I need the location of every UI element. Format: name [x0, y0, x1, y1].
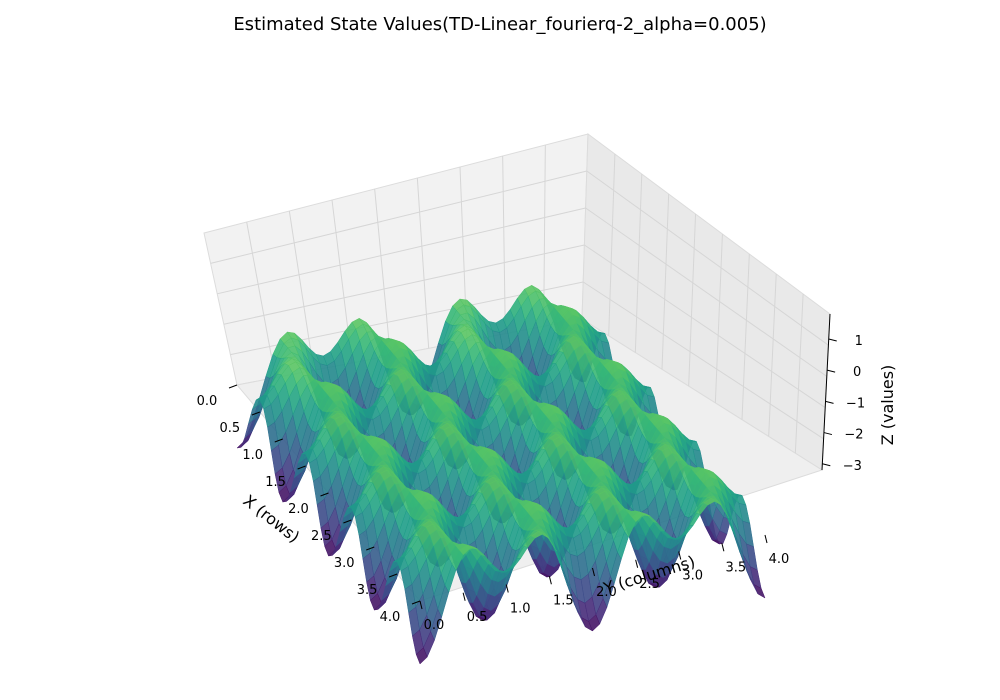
x-tick-label: 1.5 — [265, 475, 286, 490]
axes: 0.00.51.01.52.02.53.03.54.00.00.51.01.52… — [197, 313, 865, 633]
y-tick-label: 0.0 — [424, 618, 445, 633]
grid-line — [288, 210, 315, 371]
z-tick-label: 1 — [855, 334, 863, 349]
z-tick-label: −1 — [846, 396, 865, 411]
x-tick-mark — [388, 573, 398, 578]
z-axis-line — [821, 313, 831, 471]
z-tick-label: 0 — [853, 365, 861, 380]
grid-line — [768, 273, 777, 437]
x-tick-label: 2.0 — [288, 502, 309, 517]
y-tick-label: 2.0 — [596, 585, 617, 600]
z-tick-mark — [826, 369, 836, 373]
grid-line — [661, 193, 670, 370]
surface-cell — [415, 647, 428, 665]
y-tick-label: 3.5 — [726, 560, 747, 575]
grid-line — [217, 207, 586, 295]
grid-line — [246, 221, 276, 378]
z-tick-mark — [823, 432, 833, 436]
z-tick-label: −2 — [844, 428, 863, 443]
y-tick-mark — [462, 592, 466, 601]
z-tick-mark — [825, 400, 834, 404]
y-tick-mark — [548, 576, 552, 585]
z-tick-mark — [828, 338, 837, 342]
x-tick-label: 0.5 — [220, 421, 241, 436]
x-axis-label: X (rows) — [240, 491, 304, 547]
grid-line — [416, 177, 430, 349]
grid-line — [741, 253, 750, 420]
y-tick-label: 1.5 — [553, 593, 574, 608]
x-tick-label: 2.5 — [311, 529, 332, 544]
y-tick-mark — [721, 543, 725, 552]
grid-line — [794, 293, 804, 454]
chart-title: Estimated State Values(TD-Linear_fourier… — [233, 14, 766, 35]
x-tick-mark — [228, 384, 238, 389]
x-tick-label: 4.0 — [380, 610, 401, 625]
x-tick-mark — [251, 411, 261, 416]
grid-line — [714, 233, 723, 403]
y-tick-label: 2.5 — [639, 577, 660, 592]
x-tick-mark — [297, 465, 306, 470]
z-axis-label: Z (values) — [878, 365, 897, 446]
grid-line — [582, 281, 824, 440]
y-tick-mark — [678, 551, 682, 560]
z-tick-mark — [822, 463, 831, 467]
surface-mesh — [236, 284, 766, 665]
grid-line — [502, 155, 506, 334]
grid-line — [210, 170, 587, 264]
x-tick-mark — [274, 438, 283, 443]
y-tick-label: 0.5 — [467, 610, 488, 625]
x-tick-label: 0.0 — [197, 394, 218, 409]
x-tick-mark — [320, 492, 329, 497]
x-tick-mark — [343, 519, 352, 524]
grid-line — [586, 170, 829, 346]
y-tick-mark — [419, 600, 423, 610]
y-tick-mark — [764, 534, 768, 544]
x-tick-mark — [411, 600, 421, 605]
x-tick-label: 3.0 — [334, 556, 355, 571]
grid-line — [634, 173, 643, 353]
x-tick-label: 1.0 — [242, 448, 263, 463]
z-tick-label: −3 — [843, 459, 862, 474]
y-tick-mark — [592, 567, 595, 577]
y-tick-label: 4.0 — [769, 552, 790, 567]
y-tick-label: 1.0 — [510, 602, 531, 617]
x-tick-label: 3.5 — [357, 583, 378, 598]
x-tick-mark — [366, 546, 375, 551]
grid-line — [608, 153, 616, 336]
grid-line — [374, 188, 391, 356]
grid-line — [688, 213, 697, 387]
grid-line — [584, 244, 826, 409]
grid-line — [585, 207, 828, 377]
y-tick-mark — [505, 584, 509, 593]
grid-line — [223, 244, 585, 325]
y-tick-label: 3.0 — [682, 569, 703, 584]
y-tick-mark — [635, 559, 639, 568]
